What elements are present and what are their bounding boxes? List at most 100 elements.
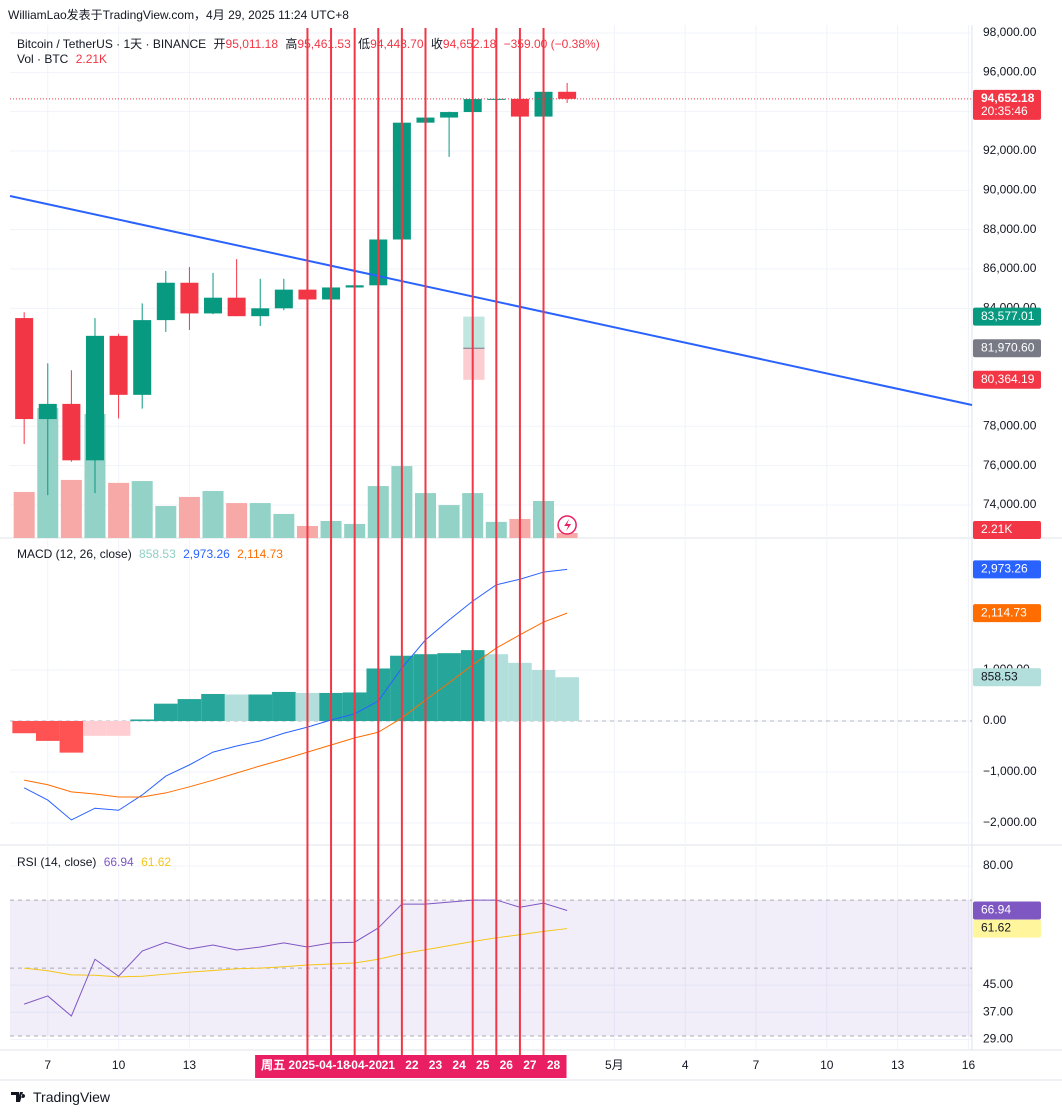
highlight-x-label: 28 xyxy=(547,1058,561,1072)
highlight-x-label: -04-20 xyxy=(347,1058,382,1072)
histogram-bar xyxy=(35,721,60,741)
y-tick-label: −2,000.00 xyxy=(983,815,1037,829)
candle-body xyxy=(38,403,57,420)
y-tick-label: 0.00 xyxy=(983,713,1007,727)
histogram-value: 858.53 xyxy=(139,547,176,561)
low-value: 94,443.70 xyxy=(370,37,424,51)
last-price-tag-bg xyxy=(973,89,1041,120)
histogram-bar xyxy=(154,703,178,722)
macd-title: MACD (12, 26, close) xyxy=(17,547,132,561)
y-tick-label: 88,000.00 xyxy=(983,222,1037,236)
rsi-legend: RSI (14, close) 66.94 61.62 xyxy=(17,855,175,869)
candle-body xyxy=(15,318,34,420)
rsi-tag-bg xyxy=(973,901,1041,920)
y-tick-label: 98,000.00 xyxy=(983,25,1037,39)
volume-bar xyxy=(131,481,153,538)
y-tick-label: 29.00 xyxy=(983,1032,1013,1046)
x-tick-label: 10 xyxy=(820,1058,834,1072)
volume-bar xyxy=(226,503,248,538)
y-tick-label: 37.00 xyxy=(983,1004,1013,1018)
event-icon-bolt xyxy=(564,519,572,531)
header: WilliamLao发表于TradingView.com，4月 29, 2025… xyxy=(8,8,349,22)
volume-tag-bg xyxy=(973,521,1041,539)
candle-body xyxy=(109,335,128,395)
macd-legend: MACD (12, 26, close) 858.53 2,973.26 2,1… xyxy=(17,547,287,561)
countdown-tag: 20:35:46 xyxy=(981,104,1028,118)
volume-bar xyxy=(202,491,224,538)
histogram-bar xyxy=(12,721,36,734)
volume-bar xyxy=(13,491,35,538)
x-tick-label: 5月 xyxy=(605,1058,624,1072)
volume-name: Vol · BTC xyxy=(17,52,69,66)
volume-bar xyxy=(273,513,295,538)
macd-tag-bg xyxy=(973,560,1041,579)
entry-tag: 81,970.60 xyxy=(981,340,1035,354)
highlight-x-label: 26 xyxy=(500,1058,514,1072)
volume-bar xyxy=(155,506,177,538)
profit-tag: 83,577.01 xyxy=(981,309,1035,323)
candle-body xyxy=(133,320,152,395)
position-box-profit xyxy=(463,316,485,349)
highlight-x-label: 周五 2025-04-18 xyxy=(261,1058,350,1072)
histogram-tag: 858.53 xyxy=(981,669,1018,683)
histogram-bar xyxy=(272,691,296,722)
macd-value: 2,973.26 xyxy=(183,547,230,561)
rsi-line xyxy=(24,899,568,1017)
candle-body xyxy=(227,297,246,317)
open-value: 95,011.18 xyxy=(225,37,279,51)
highlight-x-label: 27 xyxy=(523,1058,537,1072)
y-tick-label: −1,000.00 xyxy=(983,764,1037,778)
histogram-bar xyxy=(177,699,202,722)
position-box-loss xyxy=(463,348,485,380)
candle-body xyxy=(85,335,104,461)
histogram-bar xyxy=(248,694,273,722)
y-tick-label: 90,000.00 xyxy=(983,182,1037,196)
candle-body xyxy=(156,282,175,321)
x-tick-label: 13 xyxy=(891,1058,905,1072)
rsi-title: RSI (14, close) xyxy=(17,855,97,869)
rsi-tag: 66.94 xyxy=(981,903,1011,917)
y-tick-label: 96,000.00 xyxy=(983,65,1037,79)
entry-tag-bg xyxy=(973,339,1041,358)
volume-tag: 2.21K xyxy=(981,522,1012,536)
macd-line xyxy=(23,568,568,821)
main-legend: Bitcoin / TetherUS · 1天 · BINANCE 开95,01… xyxy=(17,35,604,52)
histogram-bar xyxy=(224,694,249,722)
volume-legend: Vol · BTC 2.21K xyxy=(17,52,111,66)
volume-value: 2.21K xyxy=(75,52,108,66)
y-tick-label: 78,000.00 xyxy=(983,418,1037,432)
histogram-bar xyxy=(201,693,225,722)
x-tick-label: 16 xyxy=(962,1058,976,1072)
volume-bar xyxy=(438,505,460,538)
candle-body xyxy=(180,282,199,314)
signal-tag-bg xyxy=(973,604,1041,623)
trendline xyxy=(9,195,973,406)
signal-tag: 2,114.73 xyxy=(981,605,1027,619)
close-name: 收 xyxy=(430,37,443,51)
footer-text: TradingView xyxy=(33,1089,111,1105)
volume-bar xyxy=(178,496,200,538)
rsi-ma-tag-bg xyxy=(973,919,1041,938)
highlight-x-label: 23 xyxy=(429,1058,443,1072)
highlight-x-label: 22 xyxy=(405,1058,419,1072)
last-price-tag: 94,652.18 xyxy=(981,91,1035,105)
x-tick-label: 10 xyxy=(112,1058,126,1072)
logo-icon xyxy=(11,1092,26,1102)
y-tick-label: 45.00 xyxy=(983,977,1013,991)
symbol: Bitcoin / TetherUS · 1天 · BINANCE xyxy=(17,37,207,51)
volume-bar xyxy=(108,482,130,538)
high-name: 高 xyxy=(285,37,298,51)
signal-line xyxy=(24,612,568,798)
close-value: 94,652.18 xyxy=(442,37,497,51)
volume-bar xyxy=(249,503,271,538)
highlight-x-label: 25 xyxy=(476,1058,490,1072)
rsi-ma-value: 61.62 xyxy=(141,855,172,869)
histogram-tag-bg xyxy=(973,668,1041,687)
volume-bar xyxy=(556,532,578,538)
low-name: 低 xyxy=(358,37,371,51)
signal-value: 2,114.73 xyxy=(237,547,283,561)
rsi-ma-tag: 61.62 xyxy=(981,921,1011,935)
highlight-bg xyxy=(255,1055,567,1078)
